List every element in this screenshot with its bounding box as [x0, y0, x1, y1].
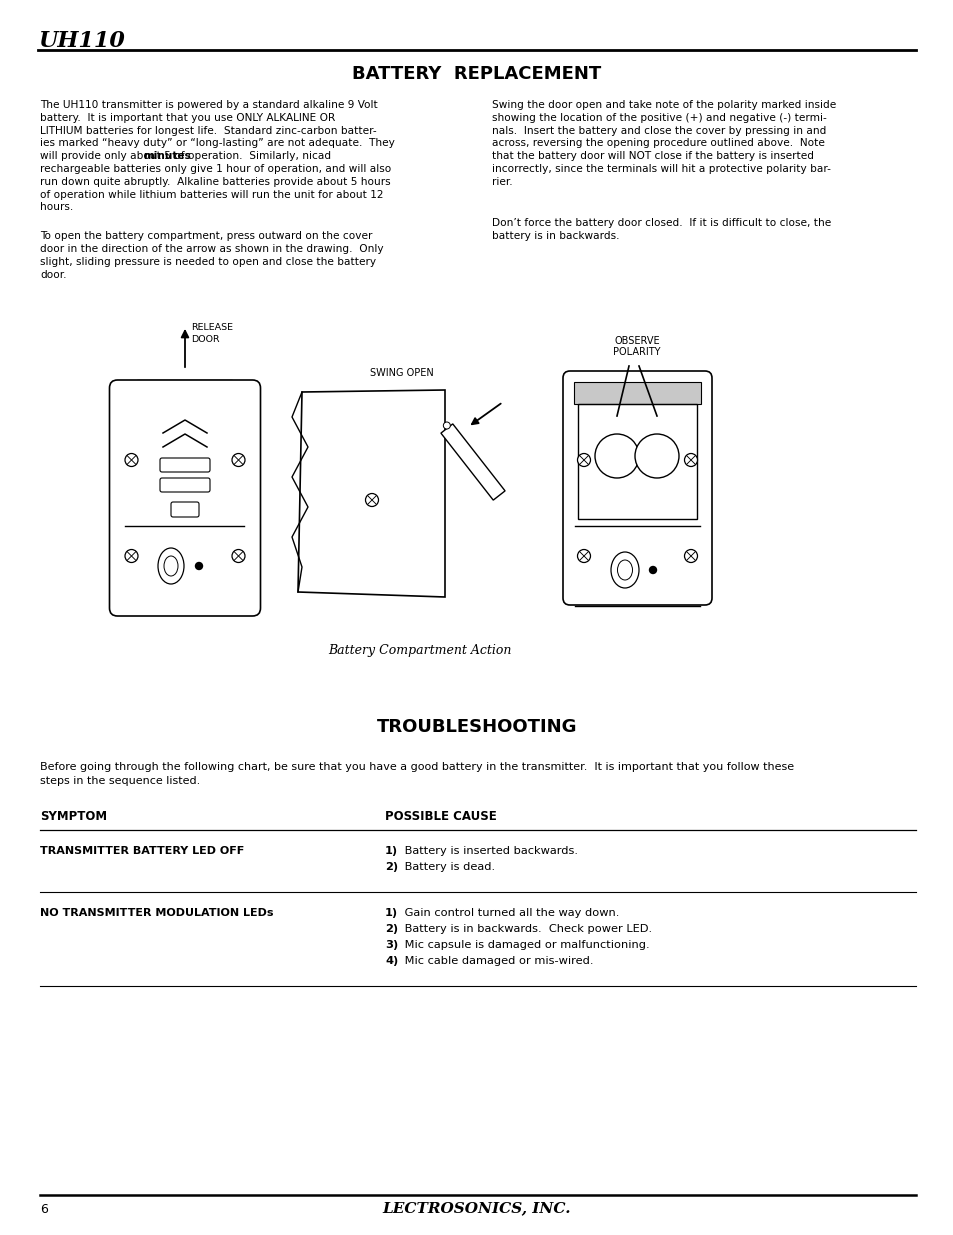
FancyBboxPatch shape — [171, 501, 199, 517]
Text: Gain control turned all the way down.: Gain control turned all the way down. — [400, 908, 618, 918]
Circle shape — [649, 567, 656, 573]
Text: 4): 4) — [385, 956, 397, 966]
Text: Mic cable damaged or mis-wired.: Mic cable damaged or mis-wired. — [400, 956, 593, 966]
Bar — [574, 382, 700, 404]
Circle shape — [232, 453, 245, 467]
Text: battery.  It is important that you use ONLY ALKALINE OR: battery. It is important that you use ON… — [40, 112, 335, 122]
Text: will provide only about 5: will provide only about 5 — [40, 151, 174, 162]
Text: ies marked “heavy duty” or “long-lasting” are not adequate.  They: ies marked “heavy duty” or “long-lasting… — [40, 138, 395, 148]
Bar — [137, 380, 233, 396]
Text: Battery is inserted backwards.: Battery is inserted backwards. — [400, 846, 578, 856]
FancyBboxPatch shape — [110, 380, 260, 616]
Ellipse shape — [617, 559, 632, 580]
Text: minutes: minutes — [143, 151, 191, 162]
Text: UH110: UH110 — [38, 30, 125, 52]
Circle shape — [684, 550, 697, 562]
Text: incorrectly, since the terminals will hit a protective polarity bar-: incorrectly, since the terminals will hi… — [492, 164, 830, 174]
Text: 1): 1) — [385, 908, 397, 918]
Text: NO TRANSMITTER MODULATION LEDs: NO TRANSMITTER MODULATION LEDs — [40, 908, 274, 918]
Text: door in the direction of the arrow as shown in the drawing.  Only: door in the direction of the arrow as sh… — [40, 245, 383, 254]
Text: showing the location of the positive (+) and negative (-) termi-: showing the location of the positive (+)… — [492, 112, 826, 122]
Text: Swing the door open and take note of the polarity marked inside: Swing the door open and take note of the… — [492, 100, 836, 110]
Text: Don’t force the battery door closed.  If it is difficult to close, the: Don’t force the battery door closed. If … — [492, 219, 830, 228]
Bar — [578, 404, 697, 519]
Text: door.: door. — [40, 269, 67, 279]
Polygon shape — [440, 424, 504, 500]
Ellipse shape — [610, 552, 639, 588]
Circle shape — [577, 453, 590, 467]
Text: nals.  Insert the battery and close the cover by pressing in and: nals. Insert the battery and close the c… — [492, 126, 825, 136]
Circle shape — [443, 422, 450, 429]
Text: Battery is in backwards.  Check power LED.: Battery is in backwards. Check power LED… — [400, 924, 652, 934]
Text: LITHIUM batteries for longest life.  Standard zinc-carbon batter-: LITHIUM batteries for longest life. Stan… — [40, 126, 376, 136]
Text: across, reversing the opening procedure outlined above.  Note: across, reversing the opening procedure … — [492, 138, 824, 148]
Text: rier.: rier. — [492, 177, 512, 186]
FancyBboxPatch shape — [160, 478, 210, 492]
Text: To open the battery compartment, press outward on the cover: To open the battery compartment, press o… — [40, 231, 372, 241]
Text: The UH110 transmitter is powered by a standard alkaline 9 Volt: The UH110 transmitter is powered by a st… — [40, 100, 377, 110]
Circle shape — [365, 494, 378, 506]
Text: TRANSMITTER BATTERY LED OFF: TRANSMITTER BATTERY LED OFF — [40, 846, 244, 856]
Circle shape — [635, 433, 679, 478]
Text: Mic capsule is damaged or malfunctioning.: Mic capsule is damaged or malfunctioning… — [400, 940, 649, 950]
Text: 3): 3) — [385, 940, 397, 950]
Text: of operation.  Similarly, nicad: of operation. Similarly, nicad — [171, 151, 331, 162]
Text: POLARITY: POLARITY — [613, 347, 660, 357]
Text: OBSERVE: OBSERVE — [614, 336, 659, 346]
Text: DOOR: DOOR — [191, 335, 219, 345]
Text: SYMPTOM: SYMPTOM — [40, 810, 107, 823]
Text: 1): 1) — [385, 846, 397, 856]
Text: battery is in backwards.: battery is in backwards. — [492, 231, 618, 241]
Circle shape — [577, 550, 590, 562]
Circle shape — [595, 433, 639, 478]
Text: that the battery door will NOT close if the battery is inserted: that the battery door will NOT close if … — [492, 151, 813, 162]
Circle shape — [125, 550, 138, 562]
Circle shape — [684, 453, 697, 467]
Circle shape — [195, 562, 202, 569]
Ellipse shape — [164, 556, 178, 576]
Text: POSSIBLE CAUSE: POSSIBLE CAUSE — [385, 810, 497, 823]
Text: SWING OPEN: SWING OPEN — [370, 368, 434, 378]
Text: will provide only about 5: will provide only about 5 — [40, 151, 174, 162]
Text: TROUBLESHOOTING: TROUBLESHOOTING — [376, 718, 577, 736]
Text: of operation while lithium batteries will run the unit for about 12: of operation while lithium batteries wil… — [40, 190, 383, 200]
Text: steps in the sequence listed.: steps in the sequence listed. — [40, 776, 200, 785]
Text: Battery Compartment Action: Battery Compartment Action — [328, 643, 511, 657]
FancyBboxPatch shape — [562, 370, 711, 605]
Text: 2): 2) — [385, 924, 397, 934]
Text: hours.: hours. — [40, 203, 73, 212]
Circle shape — [125, 453, 138, 467]
Text: LECTROSONICS, INC.: LECTROSONICS, INC. — [382, 1200, 571, 1215]
Polygon shape — [297, 390, 444, 597]
Text: 2): 2) — [385, 862, 397, 872]
Text: run down quite abruptly.  Alkaline batteries provide about 5 hours: run down quite abruptly. Alkaline batter… — [40, 177, 390, 186]
Text: Battery is dead.: Battery is dead. — [400, 862, 495, 872]
Ellipse shape — [158, 548, 184, 584]
Text: BATTERY  REPLACEMENT: BATTERY REPLACEMENT — [352, 65, 601, 83]
Circle shape — [232, 550, 245, 562]
Bar — [574, 382, 700, 404]
Text: RELEASE: RELEASE — [191, 324, 233, 332]
Text: 6: 6 — [40, 1203, 48, 1216]
FancyBboxPatch shape — [160, 458, 210, 472]
Text: Before going through the following chart, be sure that you have a good battery i: Before going through the following chart… — [40, 762, 793, 772]
Text: rechargeable batteries only give 1 hour of operation, and will also: rechargeable batteries only give 1 hour … — [40, 164, 391, 174]
Text: slight, sliding pressure is needed to open and close the battery: slight, sliding pressure is needed to op… — [40, 257, 375, 267]
